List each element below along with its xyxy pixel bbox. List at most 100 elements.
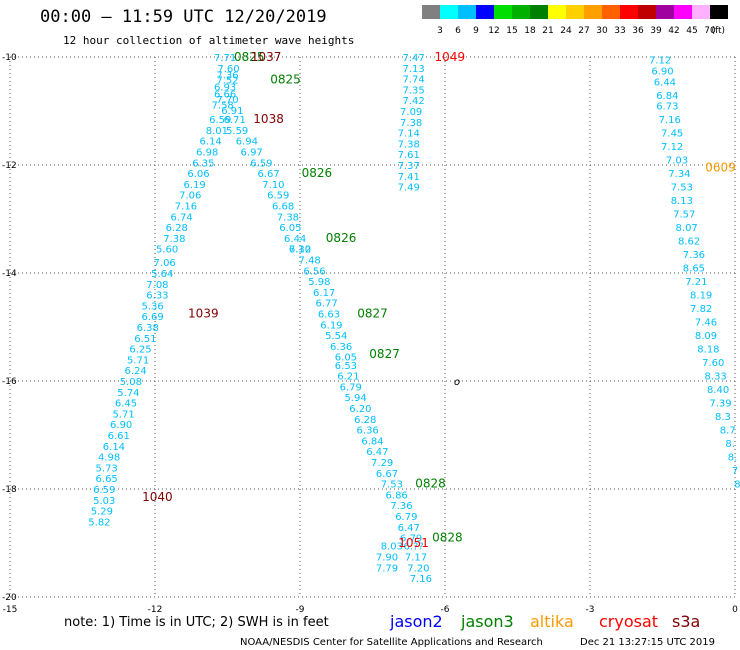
pass-time-label: 0826 [302,166,333,180]
wave-height-value: 7.48 [299,256,321,267]
wave-height-value: 6.59 [209,115,231,126]
wave-height-value: 5.54 [325,331,347,342]
wave-height-value: 7 [732,466,738,477]
chart-title: 00:00 — 11:59 UTC 12/20/2019 [40,7,327,27]
wave-height-value: 7.20 [407,563,429,574]
wave-height-value: 7.90 [376,553,398,564]
pass-time-label: 0826 [326,231,357,245]
wave-height-value: 7.36 [216,70,238,81]
wave-height-value: 5.59 [226,126,248,137]
wave-height-value: 7.79 [376,563,398,574]
wave-height-value: 6.45 [115,399,137,410]
wave-height-value: 7.38 [163,234,185,245]
wave-height-value: 7.37 [398,161,420,172]
wave-height-value: 6.38 [137,323,159,334]
wave-height-value: 6.25 [129,345,151,356]
wave-height-value: 6.44 [654,77,676,88]
wave-height-value: 7.35 [402,85,424,96]
wave-height-value: 7.42 [402,96,424,107]
wave-height-value: 7.60 [217,64,239,75]
wave-height-value: 8.40 [707,385,729,396]
wave-height-value: 7.41 [398,172,420,183]
wave-height-value: 6.06 [187,169,209,180]
wave-height-value: 6.14 [103,442,125,453]
wave-height-value: 6.05 [279,223,301,234]
pass-time-label: 0609 [705,161,736,175]
wave-height-value: 5.29 [91,507,113,518]
wave-height-value: 8.62 [678,237,700,248]
wave-height-value: 8.03 [381,542,403,553]
wave-height-value: 8.19 [690,291,712,302]
pass-time-label: 0827 [357,307,388,321]
wave-height-value: 6.59 [250,158,272,169]
wave-height-value: 6.19 [320,320,342,331]
wave-height-value: 8.3 [715,412,731,423]
wave-height-value: 6.14 [199,137,221,148]
satellite-legend: jason2 jason3 altika cryosat s3a [389,612,700,631]
wave-height-value: 6.79 [400,534,422,545]
wave-height-values: 7.717.607.367.526.936.667.707.586.916.59… [88,53,740,585]
position-marker: o [454,377,460,388]
wave-height-value: 6.67 [376,469,398,480]
wave-height-value: 5.73 [96,463,118,474]
color-scale-label: 9 [473,26,479,36]
wave-height-value: 7.39 [709,399,731,410]
wave-height-value: 6.98 [196,148,218,159]
pass-time-label: 0825 [234,50,265,64]
wave-height-value: 6.44 [284,234,306,245]
wave-height-value: 7.38 [277,212,299,223]
wave-height-value: 7.16 [175,202,197,213]
y-tick-label: -10 [2,53,17,63]
x-tick-label: -3 [586,605,595,615]
pass-time-label: 1038 [253,112,284,126]
wave-height-value: 7.06 [154,258,176,269]
color-scale-label: 70 [704,26,716,36]
satellite-legend-cryosat: cryosat [599,612,658,631]
y-tick-label: -16 [2,377,17,387]
wave-height-value: 8.07 [676,223,698,234]
wave-height-value: 7.16 [410,574,432,585]
wave-height-value: 6.65 [96,474,118,485]
wave-height-value: 6.91 [221,106,243,117]
wave-height-value: 6.53 [335,361,357,372]
wave-height-value: 7.53 [381,480,403,491]
wave-height-value: 6.35 [192,158,214,169]
color-scale-label: 18 [524,26,536,36]
wave-height-value: 5.08 [120,377,142,388]
wave-height-value: 7.08 [146,280,168,291]
color-swatch [512,5,530,19]
chart-subtitle: 12 hour collection of altimeter wave hei… [63,34,354,47]
wave-height-value: 7.70 [216,95,238,106]
wave-height-value: 6.94 [236,137,258,148]
wave-height-value: 6.17 [313,288,335,299]
color-scale-label: 27 [578,26,589,36]
wave-height-value: 6.84 [361,436,383,447]
color-swatch [638,5,656,19]
wave-height-value: 7.52 [216,76,238,87]
wave-height-value: 6.56 [303,266,325,277]
wave-height-value: 6.36 [357,426,379,437]
wave-height-value: 6.24 [125,366,147,377]
wave-height-value: 6.51 [134,334,156,345]
wave-height-value: 7.06 [179,191,201,202]
color-swatch [602,5,620,19]
wave-height-value: 8 [734,480,740,491]
wave-height-value: 7.14 [398,129,420,140]
wave-height-value: 6.84 [656,91,678,102]
wave-height-value: 8.33 [705,372,727,383]
wave-height-value: 5.71 [127,355,149,366]
color-scale-label: 36 [632,26,644,36]
color-scale-label: 6 [455,26,461,36]
wave-height-value: 5.03 [93,496,115,507]
color-scale-label: 45 [686,26,697,36]
x-tick-label: -12 [148,605,163,615]
wave-height-value: 7.61 [398,150,420,161]
wave-height-value: 6.79 [340,382,362,393]
wave-height-value: 5.60 [156,245,178,256]
color-scale-label: 33 [614,26,625,36]
y-tick-label: -12 [2,161,17,171]
wave-height-value: 8.09 [695,331,717,342]
wave-height-value: 7.74 [402,75,424,86]
